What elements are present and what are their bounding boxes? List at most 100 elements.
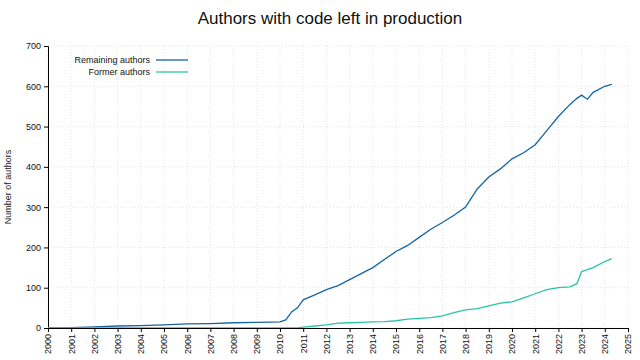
grid-line [372,46,373,328]
x-tick-label: 2020 [507,334,517,354]
x-tick-label: 2006 [183,334,193,354]
x-tick-label: 2021 [531,334,541,354]
x-tick: 2007 [206,328,216,354]
x-tick-mark [350,328,351,332]
x-tick-mark [605,328,606,332]
y-tick: 600 [26,82,48,92]
y-tick-mark [44,247,48,248]
x-tick: 2005 [159,328,169,354]
y-tick-label: 200 [26,243,41,253]
y-tick-mark [44,167,48,168]
x-tick-label: 2011 [299,334,309,353]
x-tick: 2023 [577,328,587,354]
x-tick-mark [164,328,165,332]
x-tick-label: 2015 [391,334,401,354]
x-tick-label: 2017 [438,334,448,354]
grid-line [512,46,513,328]
grid-line [164,46,165,328]
x-tick: 2022 [554,328,564,354]
x-tick: 2020 [507,328,517,354]
grid [48,46,628,328]
title: Authors with code left in production [198,9,463,28]
x-tick-mark [234,328,235,332]
x-tick: 2017 [438,328,448,354]
x-tick-label: 2009 [252,334,262,354]
x-tick-label: 2014 [368,334,378,354]
grid-line [396,46,397,328]
x-tick-mark [118,328,119,332]
grid-line [349,46,350,328]
x-tick-label: 2019 [484,334,494,354]
grid-line [210,46,211,328]
x-tick-mark [489,328,490,332]
x-tick-mark [466,328,467,332]
grid-line [233,46,234,328]
x-tick: 2002 [90,328,100,354]
grid-line [187,46,188,328]
legend: Remaining authors Former authors [74,55,188,77]
x-tick-label: 2001 [67,334,77,354]
x-tick-mark [419,328,420,332]
legend-label: Remaining authors [74,55,150,65]
x-tick-mark [628,328,629,332]
chart: Authors with code left in productionNumb… [0,0,640,360]
y-tick-mark [44,46,48,47]
grid-line [280,46,281,328]
grid-line [117,46,118,328]
x-tick-label: 2022 [554,334,564,354]
y-tick-label: 0 [36,323,41,333]
grid-line [48,46,628,47]
x-tick: 2012 [322,328,332,354]
x-tick-mark [141,328,142,332]
x-tick-mark [280,328,281,332]
x-axis-line [49,329,629,333]
y-tick-mark [44,328,48,329]
x-axis: 2000200120022003200420052006200720082009… [43,328,633,354]
y-tick-label: 600 [26,82,41,92]
x-tick-label: 2025 [623,334,633,354]
series-line [48,84,612,328]
y-tick-mark [44,127,48,128]
x-tick: 2021 [531,328,541,354]
x-tick: 2013 [345,328,355,354]
x-tick-label: 2010 [275,334,285,354]
x-tick: 2025 [623,328,633,354]
x-tick-mark [396,328,397,332]
x-tick-label: 2024 [600,334,610,354]
y-axis-line [44,47,49,329]
y-tick: 400 [26,162,48,172]
legend-label: Former authors [88,67,150,77]
y-tick: 500 [26,122,48,132]
grid-line [465,46,466,328]
y-tick: 300 [26,203,48,213]
series-line [48,259,612,328]
y-tick-label: 400 [26,162,41,172]
x-tick: 2014 [368,328,378,354]
x-tick-mark [71,328,72,332]
x-tick-mark [210,328,211,332]
x-tick-label: 2005 [159,334,169,354]
x-tick-mark [442,328,443,332]
x-tick-label: 2002 [90,334,100,354]
y-tick-label: 500 [26,122,41,132]
x-tick: 2003 [113,328,123,354]
y-tick-label: 100 [26,283,41,293]
y-tick-mark [44,86,48,87]
grid-line [442,46,443,328]
grid-line [419,46,420,328]
grid-line [48,207,628,208]
x-tick-label: 2023 [577,334,587,354]
x-tick: 2024 [600,328,610,354]
x-tick-label: 2013 [345,334,355,354]
x-tick: 2016 [415,328,425,354]
x-tick: 2011 [299,328,309,353]
y-tick-label: 700 [26,41,41,51]
grid-line [488,46,489,328]
grid-line [535,46,536,328]
y-tick: 100 [26,283,48,293]
grid-line [581,46,582,328]
grid-line [48,86,628,87]
x-tick-label: 2000 [43,334,53,354]
x-tick-label: 2018 [461,334,471,354]
x-tick: 2019 [484,328,494,354]
